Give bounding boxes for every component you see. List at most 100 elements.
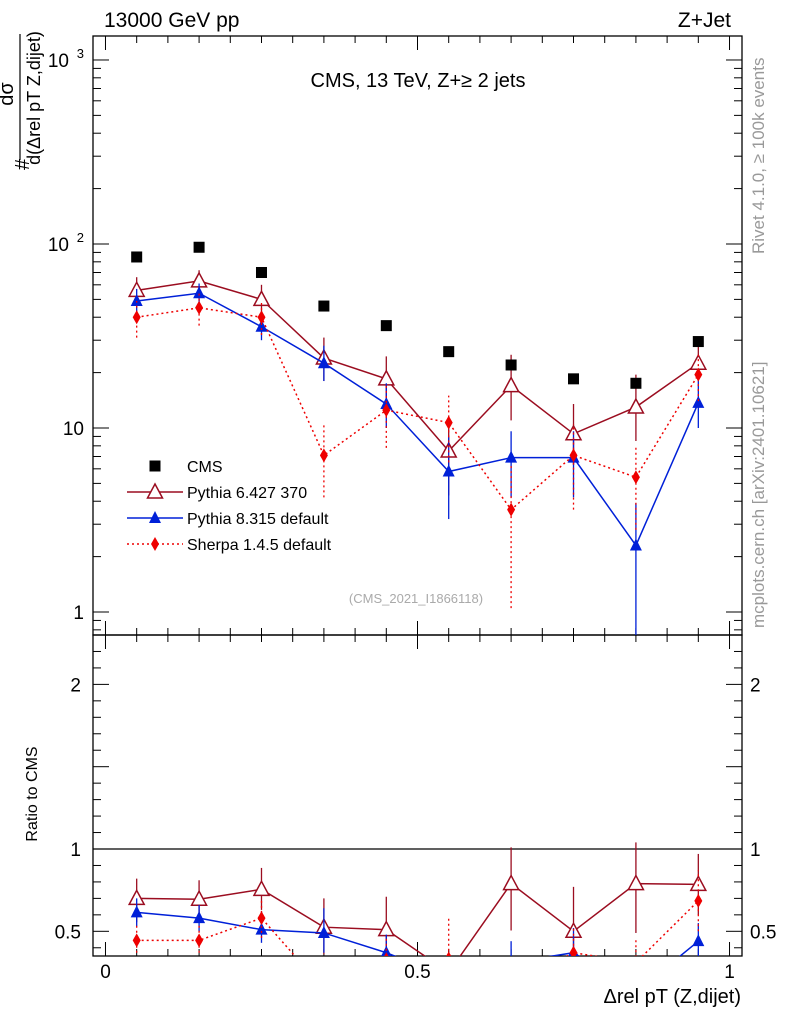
- ratio-y-tick-label-right: 2: [750, 675, 761, 696]
- ratio-point-sherpa: [320, 982, 328, 996]
- main-point-sherpa: [257, 310, 266, 325]
- legend-label: Pythia 8.315 default: [187, 511, 329, 528]
- main-point-pythia6: [502, 376, 520, 393]
- ratio-point-pythia8: [443, 970, 455, 982]
- main-point-data: [505, 359, 517, 371]
- ratio-point-pythia6: [627, 873, 645, 891]
- main-series-data: [131, 241, 704, 389]
- main-point-pythia6: [627, 397, 645, 414]
- y-tick-exponent: 2: [77, 230, 84, 245]
- ratio-y-tick-label: 1: [70, 840, 81, 861]
- main-point-pythia8: [692, 395, 705, 408]
- ratio-point-sherpa: [195, 933, 204, 948]
- y-label-hash: #: [12, 158, 34, 170]
- ratio-point-pythia6: [689, 874, 708, 892]
- ratio-point-pythia6: [377, 920, 396, 937]
- main-point-pythia6: [689, 353, 708, 370]
- ratio-point-sherpa: [257, 911, 266, 926]
- y-tick-exponent: 3: [77, 46, 84, 61]
- main-point-data: [630, 377, 642, 389]
- analysis-watermark: (CMS_2021_I1866118): [349, 591, 483, 606]
- ratio-point-pythia8: [255, 922, 268, 935]
- ratio-point-pythia6: [502, 873, 520, 891]
- legend-entry-data: CMS: [149, 459, 223, 476]
- main-point-data: [692, 336, 704, 348]
- legend-marker-pythia8: [149, 511, 161, 523]
- main-point-pythia8: [255, 319, 268, 332]
- y-label-denominator: d(Δrel pT Z,dijet): [24, 31, 44, 165]
- main-point-sherpa: [319, 448, 328, 463]
- main-y-axis-label: # dσ d(Δrel pT Z,dijet): [0, 31, 44, 170]
- ratio-point-pythia8: [317, 925, 330, 938]
- ratio-point-pythia8: [193, 911, 206, 924]
- legend-label: Pythia 6.427 370: [187, 485, 307, 502]
- y-tick-label: 1: [73, 603, 84, 624]
- main-line-pythia6: [136, 280, 699, 453]
- main-point-data: [131, 251, 143, 263]
- ratio-point-pythia6: [441, 964, 456, 978]
- main-point-sherpa: [132, 310, 141, 325]
- main-point-data: [318, 300, 330, 312]
- mcplots-side-label: mcplots.cern.ch [arXiv:2401.10621]: [749, 362, 768, 628]
- ratio-point-pythia6: [252, 879, 271, 897]
- main-point-sherpa: [195, 300, 204, 315]
- main-point-pythia8: [380, 397, 393, 410]
- legend-label: Sherpa 1.4.5 default: [187, 537, 332, 554]
- y-tick-label: 10: [48, 51, 69, 72]
- legend-entry-sherpa: Sherpa 1.4.5 default: [127, 537, 332, 554]
- ratio-point-sherpa: [569, 945, 578, 956]
- legend-label: CMS: [187, 459, 223, 476]
- ratio-y-axis-label: Ratio to CMS: [24, 746, 41, 841]
- ratio-point-sherpa: [446, 951, 452, 956]
- main-point-sherpa: [694, 367, 703, 382]
- main-point-data: [380, 320, 392, 332]
- ratio-series-sherpa: [132, 870, 703, 996]
- ratio-line-pythia6: [136, 882, 699, 956]
- main-point-sherpa: [382, 403, 391, 418]
- legend-marker-pythia6: [146, 482, 164, 499]
- x-tick-label: 0: [100, 962, 111, 983]
- main-series-sherpa: [132, 293, 703, 609]
- ratio-point-sherpa: [635, 955, 637, 956]
- ratio-point-sherpa: [384, 952, 389, 956]
- y-label-numerator: dσ: [0, 82, 18, 106]
- ratio-line-sherpa: [136, 900, 699, 956]
- main-point-sherpa: [444, 415, 453, 430]
- legend-marker-data: [149, 460, 161, 472]
- y-tick-label: 10: [48, 235, 69, 256]
- ratio-y-tick-label: 2: [70, 675, 81, 696]
- main-point-pythia8: [317, 356, 330, 369]
- main-line-pythia8: [136, 292, 700, 547]
- main-point-data: [443, 346, 455, 358]
- main-line-sherpa: [136, 307, 699, 511]
- ratio-point-pythia8: [692, 934, 705, 947]
- main-point-sherpa: [507, 502, 516, 517]
- ratio-y-tick-label-right: 1: [750, 840, 761, 861]
- main-point-data: [568, 373, 580, 385]
- ratio-y-tick-label: 0.5: [55, 922, 81, 943]
- ratio-point-sherpa: [694, 893, 703, 908]
- ratio-point-sherpa: [507, 979, 515, 993]
- x-tick-label: 0.5: [404, 962, 430, 983]
- ratio-y-tick-label-right: 0.5: [750, 922, 776, 943]
- header-left: 13000 GeV pp: [104, 9, 239, 32]
- legend-entry-pythia6: Pythia 6.427 370: [127, 482, 307, 502]
- main-point-sherpa: [631, 470, 640, 485]
- x-tick-label: 1: [724, 962, 735, 983]
- legend-entry-pythia8: Pythia 8.315 default: [127, 511, 329, 528]
- ratio-point-sherpa: [132, 933, 141, 948]
- main-point-pythia6: [252, 289, 271, 307]
- y-tick-label: 10: [63, 419, 84, 440]
- ratio-point-pythia8: [381, 945, 392, 956]
- main-point-pythia8: [193, 286, 206, 299]
- x-axis-label: Δrel pT (Z,dijet): [604, 986, 741, 1008]
- main-plot-title: CMS, 13 TeV, Z+≥ 2 jets: [311, 70, 526, 92]
- main-point-pythia8: [505, 450, 518, 463]
- header-right: Z+Jet: [678, 9, 731, 32]
- main-point-data: [193, 241, 205, 253]
- ratio-point-pythia8: [510, 955, 512, 956]
- ratio-line-pythia8: [136, 911, 699, 956]
- ratio-plot-frame: [92, 634, 743, 957]
- ratio-point-pythia8: [130, 905, 143, 918]
